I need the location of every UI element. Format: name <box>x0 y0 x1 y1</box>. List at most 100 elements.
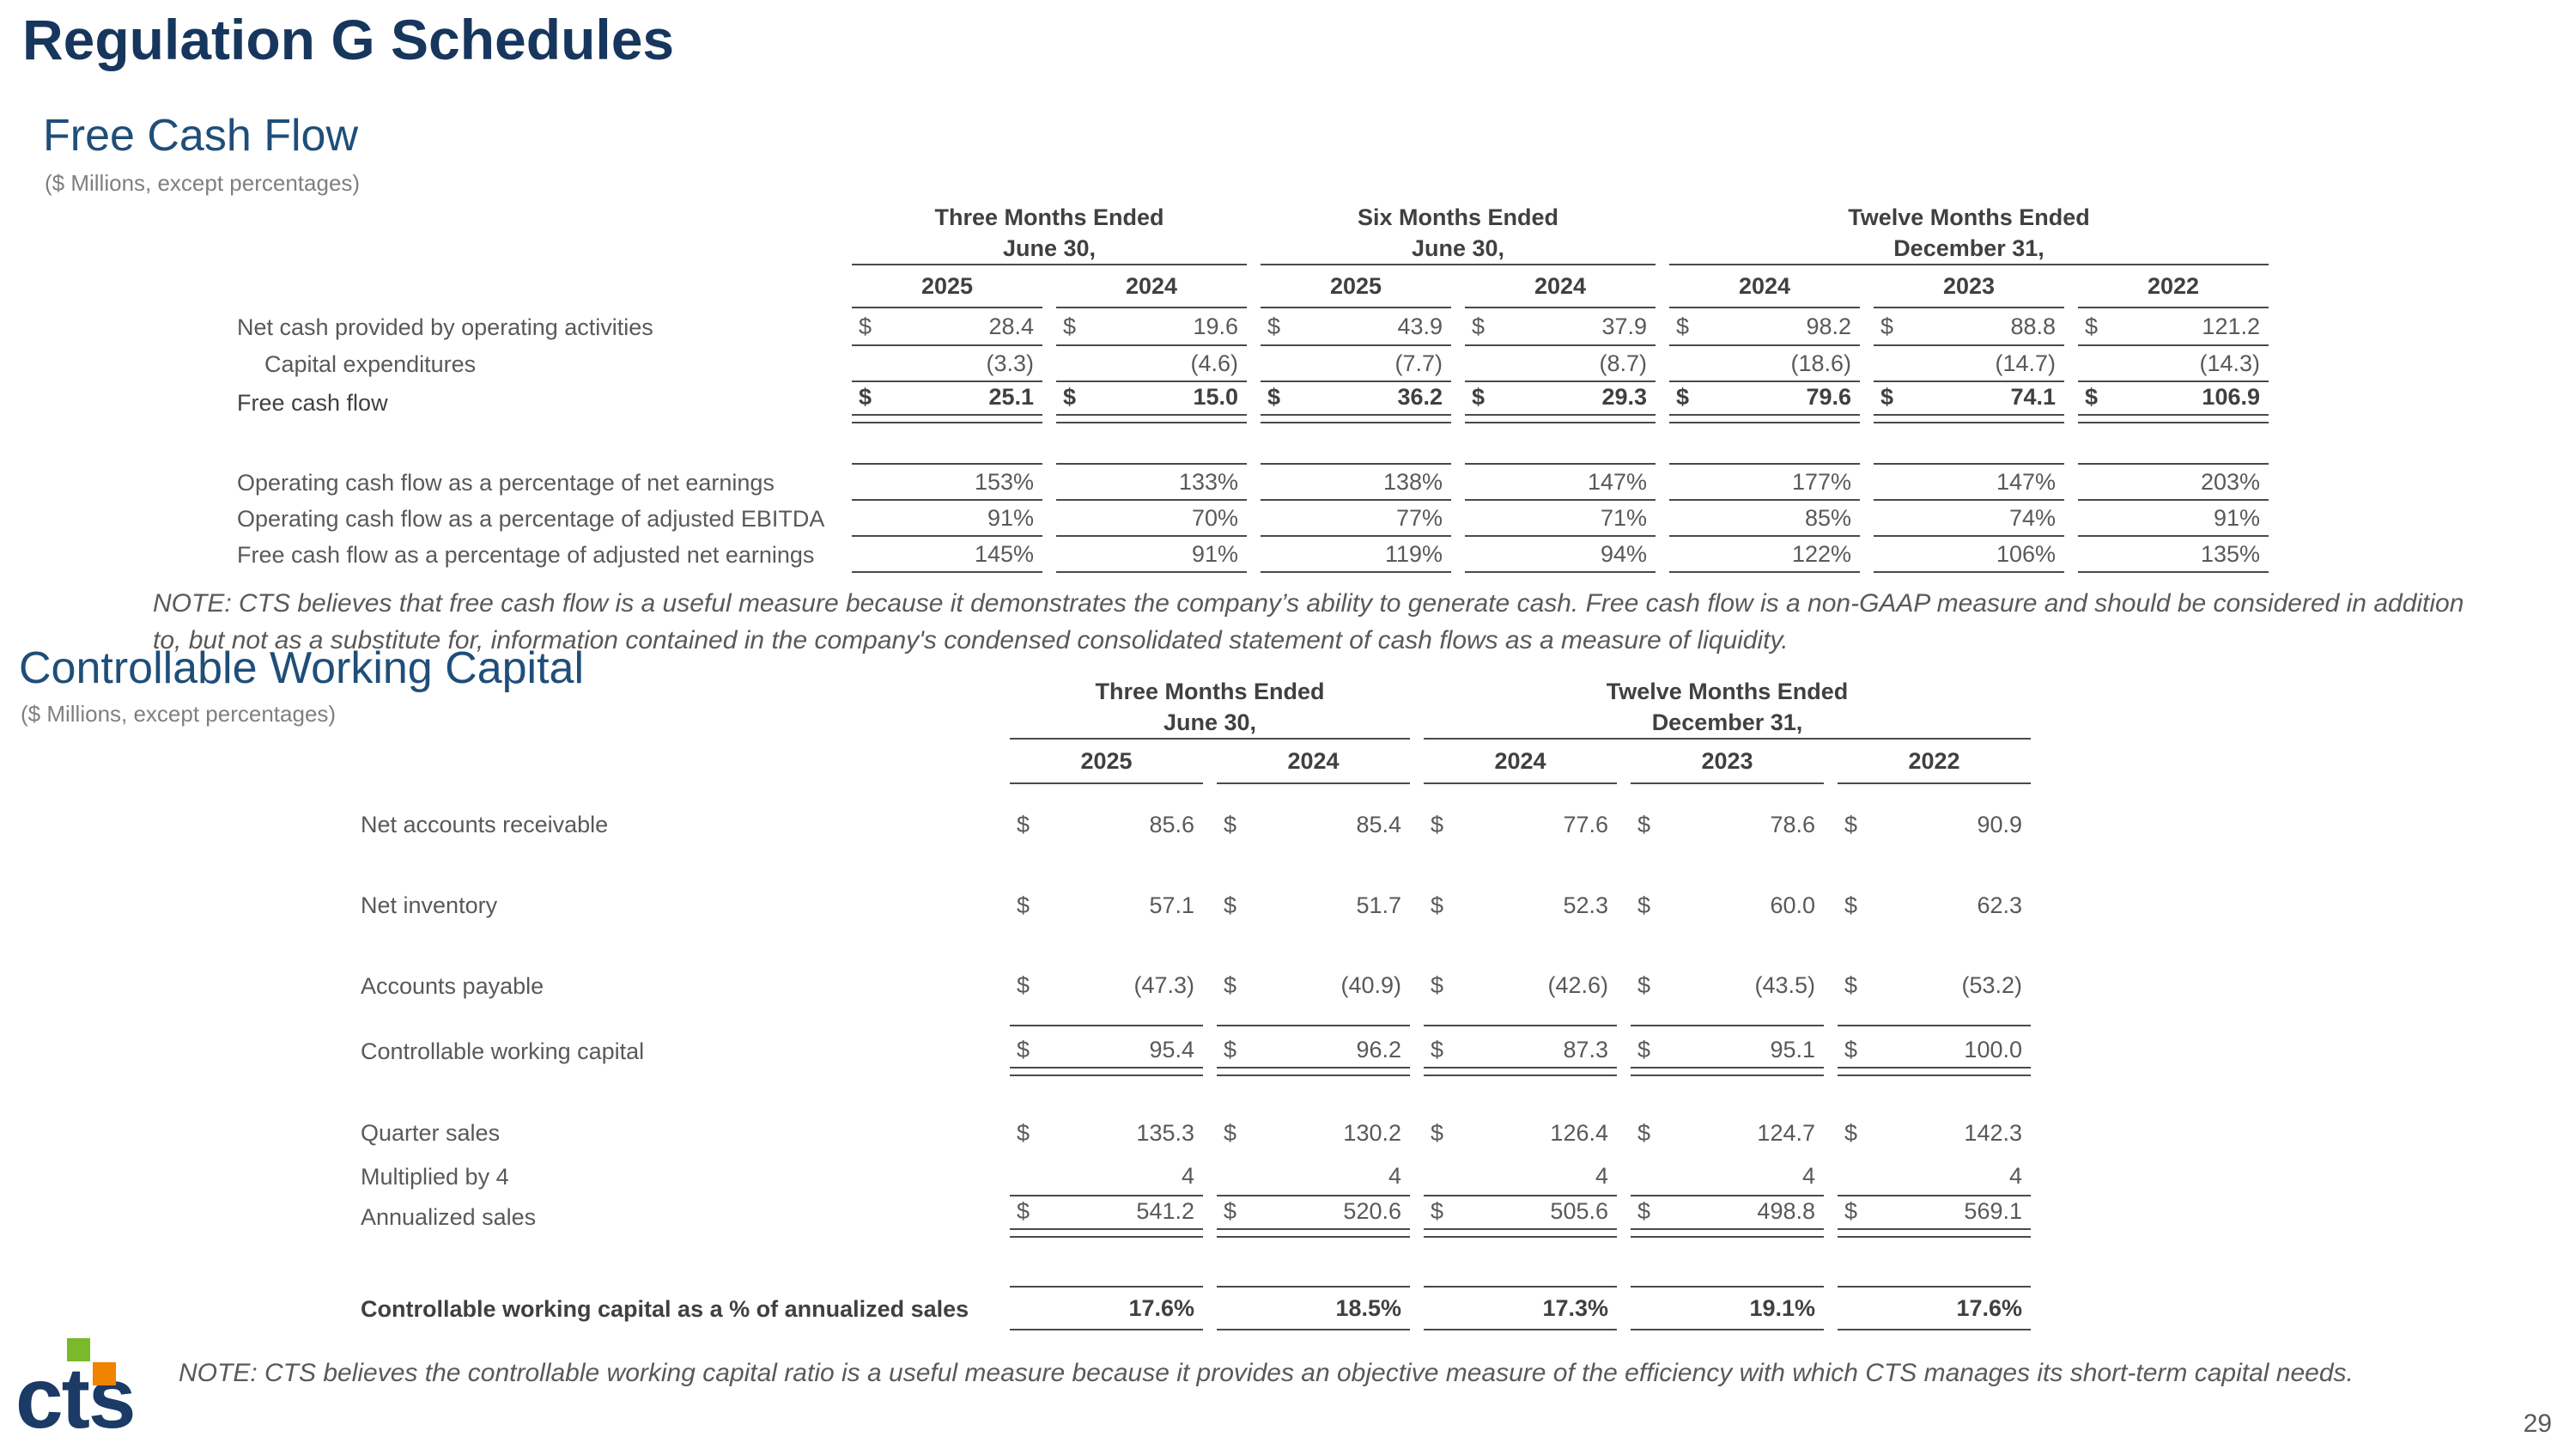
dollar-sign: $ <box>1880 313 1894 339</box>
rule-cell <box>2078 423 2269 466</box>
value: 569.1 <box>1964 1198 2022 1225</box>
value-cell: 91% <box>1056 537 1247 574</box>
value: (40.9) <box>1340 971 1401 998</box>
value-cell: $ (47.3) <box>1010 946 1203 1027</box>
dollar-sign: $ <box>2085 384 2099 411</box>
dollar-sign: $ <box>859 384 872 411</box>
dollar-sign: $ <box>1844 971 1858 998</box>
value-cell: 85% <box>1669 501 1860 538</box>
value-cell: 106% <box>1874 537 2064 574</box>
dollar-sign: $ <box>1063 313 1077 339</box>
empty-cell <box>361 677 996 740</box>
row-label: Operating cash flow as a percentage of a… <box>237 505 825 532</box>
empty-cell <box>1217 1076 1410 1109</box>
dollar-sign: $ <box>1880 384 1894 411</box>
value: 19.6 <box>1193 313 1238 339</box>
value-cell: 119% <box>1261 537 1451 574</box>
value-cell: $51.7 <box>1217 865 1410 946</box>
page-number: 29 <box>2523 1409 2552 1438</box>
year-header: 2024 <box>1424 740 1617 785</box>
value: 85.6 <box>1149 811 1194 837</box>
value: 15.0 <box>1193 384 1238 411</box>
value: 520.6 <box>1343 1198 1401 1225</box>
dollar-sign: $ <box>1017 811 1030 837</box>
dollar-sign: $ <box>1017 971 1030 998</box>
dollar-sign: $ <box>1224 971 1237 998</box>
dollar-sign: $ <box>1844 1119 1858 1146</box>
value: 78.6 <box>1770 811 1815 837</box>
value: 77.6 <box>1563 811 1608 837</box>
value: 95.4 <box>1149 1037 1194 1063</box>
dollar-sign: $ <box>1224 892 1237 918</box>
group-line2: June 30, <box>1411 234 1505 261</box>
value-cell: $62.3 <box>1838 865 2031 946</box>
value: 88.8 <box>2010 313 2056 339</box>
total-cell: $87.3 <box>1424 1026 1617 1077</box>
value-cell: 17.3% <box>1424 1288 1617 1331</box>
fcf-year-header-row: 2025 2024 2025 2024 2024 2023 2022 <box>237 265 2269 309</box>
dollar-sign: $ <box>1676 384 1690 411</box>
row-annualized-sales: Annualized sales $541.2 $520.6 $505.6 $4… <box>361 1196 2031 1239</box>
empty-cell <box>361 740 996 784</box>
dollar-sign: $ <box>1676 313 1690 339</box>
dollar-sign: $ <box>1844 1198 1858 1225</box>
row-label: Net cash provided by operating activitie… <box>237 314 653 340</box>
row-label: Capital expenditures <box>264 350 477 377</box>
row-net-cash-operating: Net cash provided by operating activitie… <box>237 308 2269 347</box>
row-label: Operating cash flow as a percentage of n… <box>237 469 775 496</box>
value-cell: 74% <box>1874 501 2064 538</box>
value-cell: $ (53.2) <box>1838 946 2031 1027</box>
value: 43.9 <box>1397 313 1443 339</box>
row-label: Accounts payable <box>361 972 544 999</box>
rule-cell <box>1465 423 1656 466</box>
value-cell: $ (42.6) <box>1424 946 1617 1027</box>
value-cell: $85.4 <box>1217 784 1410 865</box>
row-fcf-pct-adjusted-net-earnings: Free cash flow as a percentage of adjust… <box>237 537 2269 574</box>
value-cell: 4 <box>1217 1157 1410 1197</box>
total-cell: $505.6 <box>1424 1196 1617 1239</box>
dollar-sign: $ <box>1431 1119 1444 1146</box>
group-line1: Three Months Ended <box>934 204 1164 230</box>
dollar-sign: $ <box>1431 971 1444 998</box>
value-cell: 94% <box>1465 537 1656 574</box>
dollar-sign: $ <box>1017 892 1030 918</box>
value-cell: $142.3 <box>1838 1109 2031 1157</box>
empty-cell <box>1838 1076 2031 1109</box>
value-cell: (4.6) <box>1056 346 1247 383</box>
dollar-sign: $ <box>1637 1037 1651 1063</box>
row-label: Free cash flow as a percentage of adjust… <box>237 541 815 568</box>
empty-cell <box>1010 1076 1203 1109</box>
value-cell: $85.6 <box>1010 784 1203 865</box>
dollar-sign: $ <box>1637 892 1651 918</box>
value-cell: 122% <box>1669 537 1860 574</box>
row-label: Multiplied by 4 <box>361 1163 509 1190</box>
value: 87.3 <box>1563 1037 1608 1063</box>
section-heading-controllable-working-capital: Controllable Working Capital <box>19 643 585 693</box>
group-line2: December 31, <box>1893 234 2044 261</box>
dollar-sign: $ <box>1017 1037 1030 1063</box>
value: 121.2 <box>2202 313 2260 339</box>
rule-cell <box>1424 1238 1617 1288</box>
total-cell: $96.2 <box>1217 1026 1410 1077</box>
logo-orange-square-icon <box>93 1362 116 1385</box>
cwc-note: NOTE: CTS believes the controllable work… <box>179 1359 2354 1387</box>
value-cell: 177% <box>1669 465 1860 502</box>
dollar-sign: $ <box>859 313 872 339</box>
total-cell: $106.9 <box>2078 382 2269 424</box>
value-cell: $52.3 <box>1424 865 1617 946</box>
fcf-note: NOTE: CTS believes that free cash flow i… <box>153 589 2464 654</box>
row-label: Net inventory <box>361 892 498 918</box>
value-cell: $37.9 <box>1465 308 1656 347</box>
value-cell: (8.7) <box>1465 346 1656 383</box>
value-cell: 71% <box>1465 501 1656 538</box>
value-cell: $130.2 <box>1217 1109 1410 1157</box>
row-ocf-pct-adjusted-ebitda: Operating cash flow as a percentage of a… <box>237 501 2269 538</box>
value-cell: 147% <box>1465 465 1656 502</box>
value: 142.3 <box>1964 1119 2022 1146</box>
value-cell: $77.6 <box>1424 784 1617 865</box>
empty-cell <box>1424 1076 1617 1109</box>
row-label: Net accounts receivable <box>361 811 609 837</box>
row-accounts-payable: Accounts payable $ (47.3) $ (40.9) $ (42.6)… <box>361 946 2031 1027</box>
value-cell: 4 <box>1010 1157 1203 1197</box>
group-line2: June 30, <box>1163 709 1257 735</box>
